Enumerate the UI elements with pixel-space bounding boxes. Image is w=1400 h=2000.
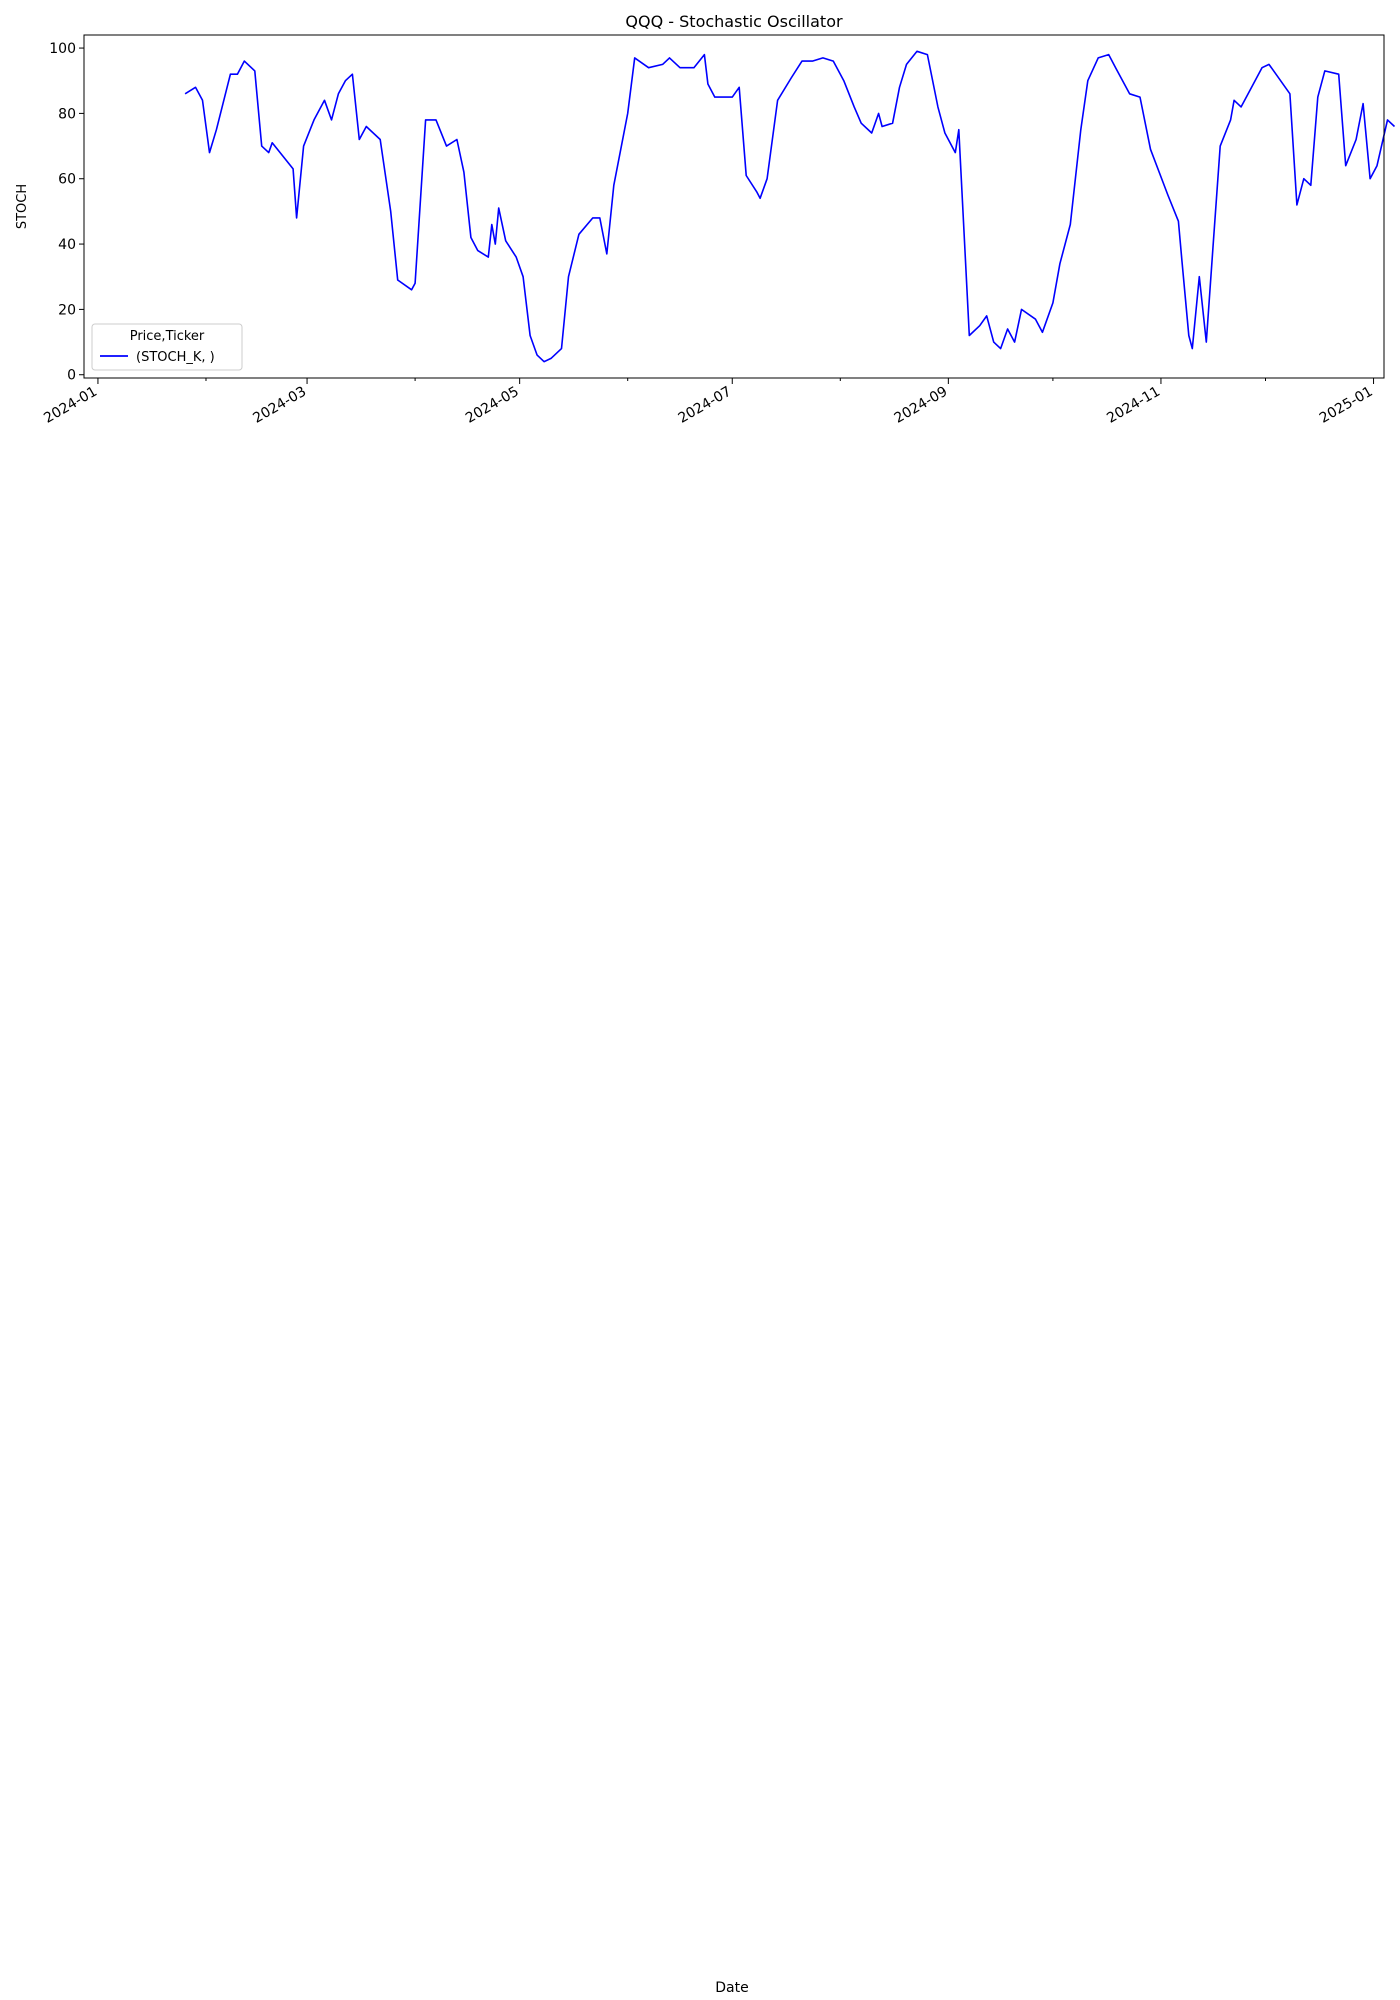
- x-tick-label: 2024-07: [676, 384, 735, 427]
- x-tick-label: 2025-01: [1317, 384, 1376, 427]
- axes-frame: [83, 34, 1385, 379]
- legend-box: [91, 323, 243, 371]
- panel-0: QQQ - Stochastic Oscillator STOCH 0 20 40 60 8…: [15, 12, 1396, 427]
- x-tick-label: 2024-01: [41, 384, 100, 427]
- x-tick-label: 2024-03: [250, 384, 309, 427]
- y-tick-label: 0: [67, 368, 76, 384]
- panel-title: QQQ - Stochastic Oscillator: [625, 12, 843, 31]
- x-axis-label: Date: [715, 1980, 748, 1996]
- legend-title: Price,Ticker: [130, 329, 205, 344]
- x-tick-label: 2024-11: [1104, 384, 1163, 427]
- x-tick-label: 2024-09: [892, 384, 951, 427]
- y-tick-label: 100: [49, 41, 76, 57]
- y-tick-label: 60: [58, 172, 76, 188]
- x-tick-label: 2024-05: [463, 384, 522, 427]
- y-tick-label: 80: [58, 106, 76, 122]
- y-tick-label: 20: [58, 302, 76, 318]
- series-line: [184, 50, 1396, 363]
- y-axis-label: STOCH: [15, 184, 30, 229]
- y-tick-label: 40: [58, 237, 76, 253]
- legend: Price,Ticker (STOCH_K, ): [91, 323, 243, 371]
- legend-label: (STOCH_K, ): [136, 350, 215, 365]
